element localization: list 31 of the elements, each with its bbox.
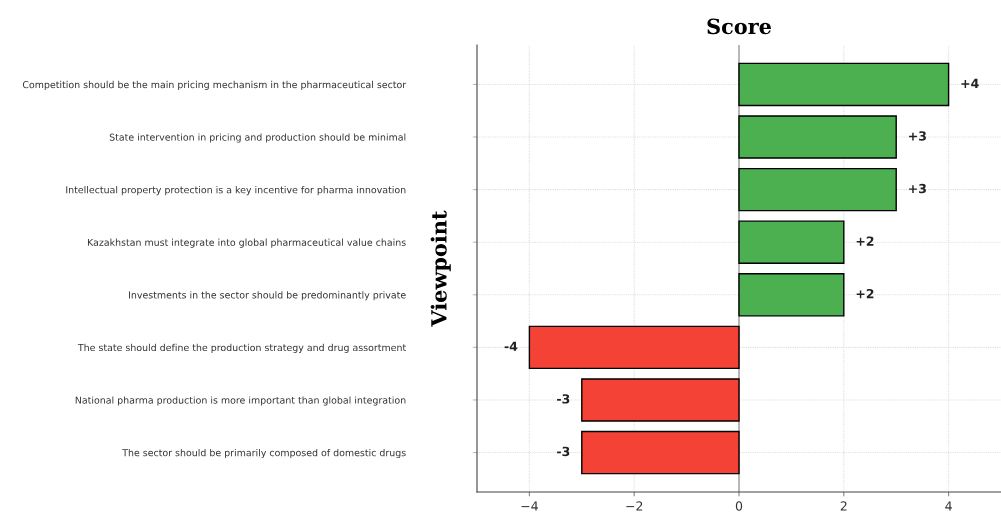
bar	[581, 430, 740, 475]
y-tick-label: Investments in the sector should be predominantly private	[129, 291, 406, 301]
data-label: -3	[557, 446, 570, 457]
x-tick-label: 0	[735, 501, 743, 511]
data-label: -4	[504, 341, 518, 351]
data-label: +3	[909, 131, 926, 141]
x-tick-label: −2	[626, 501, 643, 511]
bar	[738, 220, 845, 264]
data-label: +4	[961, 78, 979, 88]
chart-title: Score	[707, 18, 771, 35]
bar	[738, 62, 950, 107]
y-tick-label: Intellectual property protection is a key incentive for pharma innovation	[66, 186, 406, 196]
x-tick-label: 4	[945, 501, 952, 511]
y-tick-label: Competition should be the main pricing mechanism in the pharmaceutical sector	[22, 80, 407, 90]
y-tick-label: Kazakhstan must integrate into global pharmaceutical value chains	[87, 238, 406, 248]
bar	[581, 378, 740, 422]
y-tick-label: National pharma production is more important than global integration	[75, 396, 406, 406]
x-tick-label: 2	[840, 501, 847, 511]
bar	[738, 273, 845, 317]
data-label: +2	[856, 236, 874, 246]
y-axis-title: Viewpoint	[430, 210, 451, 327]
data-label: -3	[557, 394, 570, 404]
data-label: +2	[856, 288, 874, 299]
y-tick-label: The sector should be primarily composed of domestic drugs	[122, 448, 406, 459]
data-label: +3	[909, 183, 926, 194]
y-tick-label: The state should define the production strategy and drug assortment	[77, 343, 406, 353]
bar	[738, 167, 897, 212]
y-tick-label: State intervention in pricing and production should be minimal	[109, 133, 406, 143]
bar	[738, 115, 897, 159]
bar	[528, 325, 740, 370]
x-tick-label: −4	[521, 501, 538, 511]
